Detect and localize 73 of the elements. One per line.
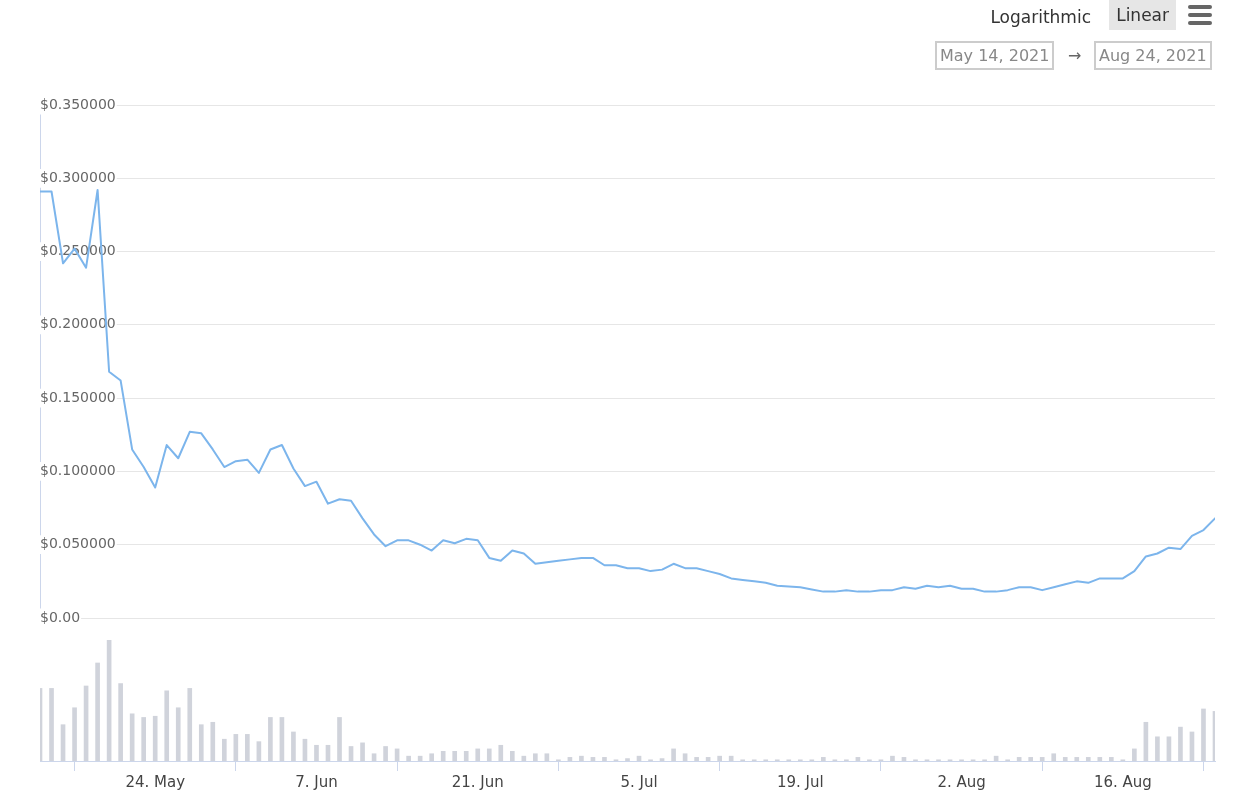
bar — [509, 750, 515, 761]
bar — [1085, 757, 1091, 761]
bar — [221, 738, 227, 761]
text: Aug 24, 2021 — [1094, 41, 1212, 70]
bar — [95, 662, 100, 761]
bar — [671, 748, 676, 761]
bar — [440, 750, 446, 761]
bar — [1132, 748, 1137, 761]
bar — [682, 753, 688, 761]
bar — [210, 721, 216, 761]
y-tick-label: $0.050000 — [40, 535, 116, 552]
bar — [821, 757, 826, 761]
bar — [245, 734, 250, 761]
y-tick-label: $0.300000 — [40, 168, 116, 185]
bar — [694, 757, 699, 761]
bar — [1178, 726, 1183, 761]
bar — [1062, 757, 1068, 761]
bar — [452, 750, 458, 761]
x-tick-label: 2. Aug — [937, 772, 986, 791]
y-tick-label: $0.350000 — [40, 95, 116, 112]
bar — [498, 744, 504, 761]
x-tick-label: 19. Jul — [776, 772, 824, 791]
text: → — [1068, 46, 1082, 65]
x-tick-label: 21. Jun — [451, 772, 504, 791]
bar — [717, 755, 722, 761]
bar — [406, 755, 411, 761]
bar — [1051, 753, 1057, 761]
bar — [337, 717, 342, 761]
bar — [1155, 736, 1160, 761]
bar — [141, 717, 147, 761]
y-tick-label: $0.100000 — [40, 462, 116, 479]
bar — [602, 757, 607, 761]
x-tick-label: 16. Aug — [1093, 772, 1152, 791]
y-tick-label: $0.150000 — [40, 388, 116, 405]
bar — [486, 748, 492, 761]
bar — [49, 688, 54, 761]
bar — [533, 753, 538, 761]
bar — [152, 715, 158, 761]
bar — [383, 746, 388, 761]
bar — [521, 755, 527, 761]
bar — [890, 755, 895, 761]
bar — [371, 753, 377, 761]
text: Logarithmic — [989, 6, 1092, 29]
bar — [475, 748, 481, 761]
bar — [198, 724, 204, 761]
bar — [659, 758, 665, 761]
bar — [1201, 708, 1206, 761]
bar — [1097, 757, 1103, 761]
bar — [164, 690, 170, 761]
bar — [728, 755, 734, 761]
bar — [1074, 757, 1080, 761]
x-tick-label: 5. Jul — [620, 772, 658, 791]
bar — [314, 744, 319, 761]
bar — [118, 683, 123, 761]
bar — [175, 707, 181, 761]
bar — [187, 688, 193, 761]
bar — [463, 750, 469, 761]
bar — [268, 717, 273, 761]
text: May 14, 2021 — [935, 41, 1055, 70]
bar — [1108, 757, 1114, 761]
bar — [291, 731, 296, 761]
x-tick-label: 24. May — [125, 772, 186, 791]
bar — [625, 758, 630, 761]
x-tick-label: 7. Jun — [295, 772, 338, 791]
bar — [579, 755, 584, 761]
text: Linear — [1109, 0, 1176, 30]
y-tick-label: $0.00 — [40, 608, 81, 625]
bar — [544, 753, 550, 761]
bar — [1028, 757, 1034, 761]
bar — [360, 742, 365, 761]
bar — [1039, 757, 1045, 761]
bar — [429, 753, 434, 761]
bar — [72, 707, 77, 761]
